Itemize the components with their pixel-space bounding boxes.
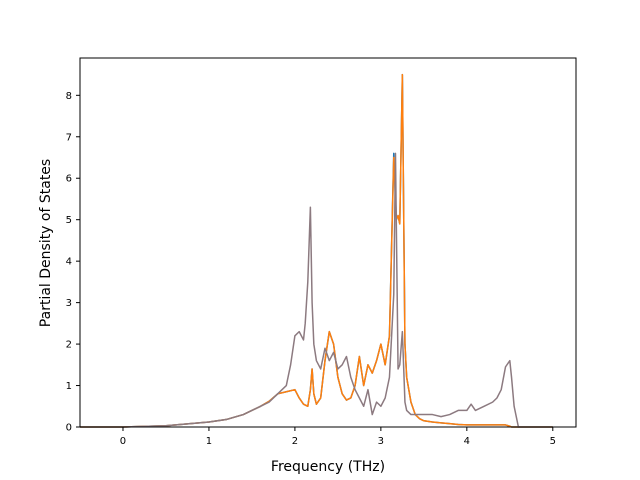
y-tick-label: 4 <box>66 257 72 268</box>
series-line-2 <box>80 73 553 428</box>
y-axis-label: Partial Density of States <box>38 159 54 327</box>
x-tick-label: 4 <box>464 436 470 447</box>
x-tick-label: 0 <box>120 436 126 447</box>
y-tick-label: 0 <box>66 423 72 434</box>
x-tick-label: 5 <box>550 436 556 447</box>
x-tick-label: 1 <box>206 436 212 447</box>
y-axis-ticks: 0 1 2 3 4 5 6 7 8 <box>66 91 80 434</box>
x-tick-label: 3 <box>378 436 384 447</box>
y-tick-label: 3 <box>66 298 72 309</box>
plot-lines <box>80 73 553 428</box>
y-tick-label: 2 <box>66 340 72 351</box>
series-line-3 <box>80 152 553 428</box>
y-tick-label: 6 <box>66 174 72 185</box>
y-tick-label: 7 <box>66 132 72 143</box>
y-tick-label: 5 <box>66 215 72 226</box>
plot-area-frame <box>79 57 577 428</box>
y-tick-label: 1 <box>66 381 72 392</box>
x-axis-ticks: 0 1 2 3 4 5 <box>120 427 556 447</box>
x-axis-label: Frequency (THz) <box>271 459 385 475</box>
x-tick-label: 2 <box>292 436 298 447</box>
y-tick-label: 8 <box>66 91 72 102</box>
